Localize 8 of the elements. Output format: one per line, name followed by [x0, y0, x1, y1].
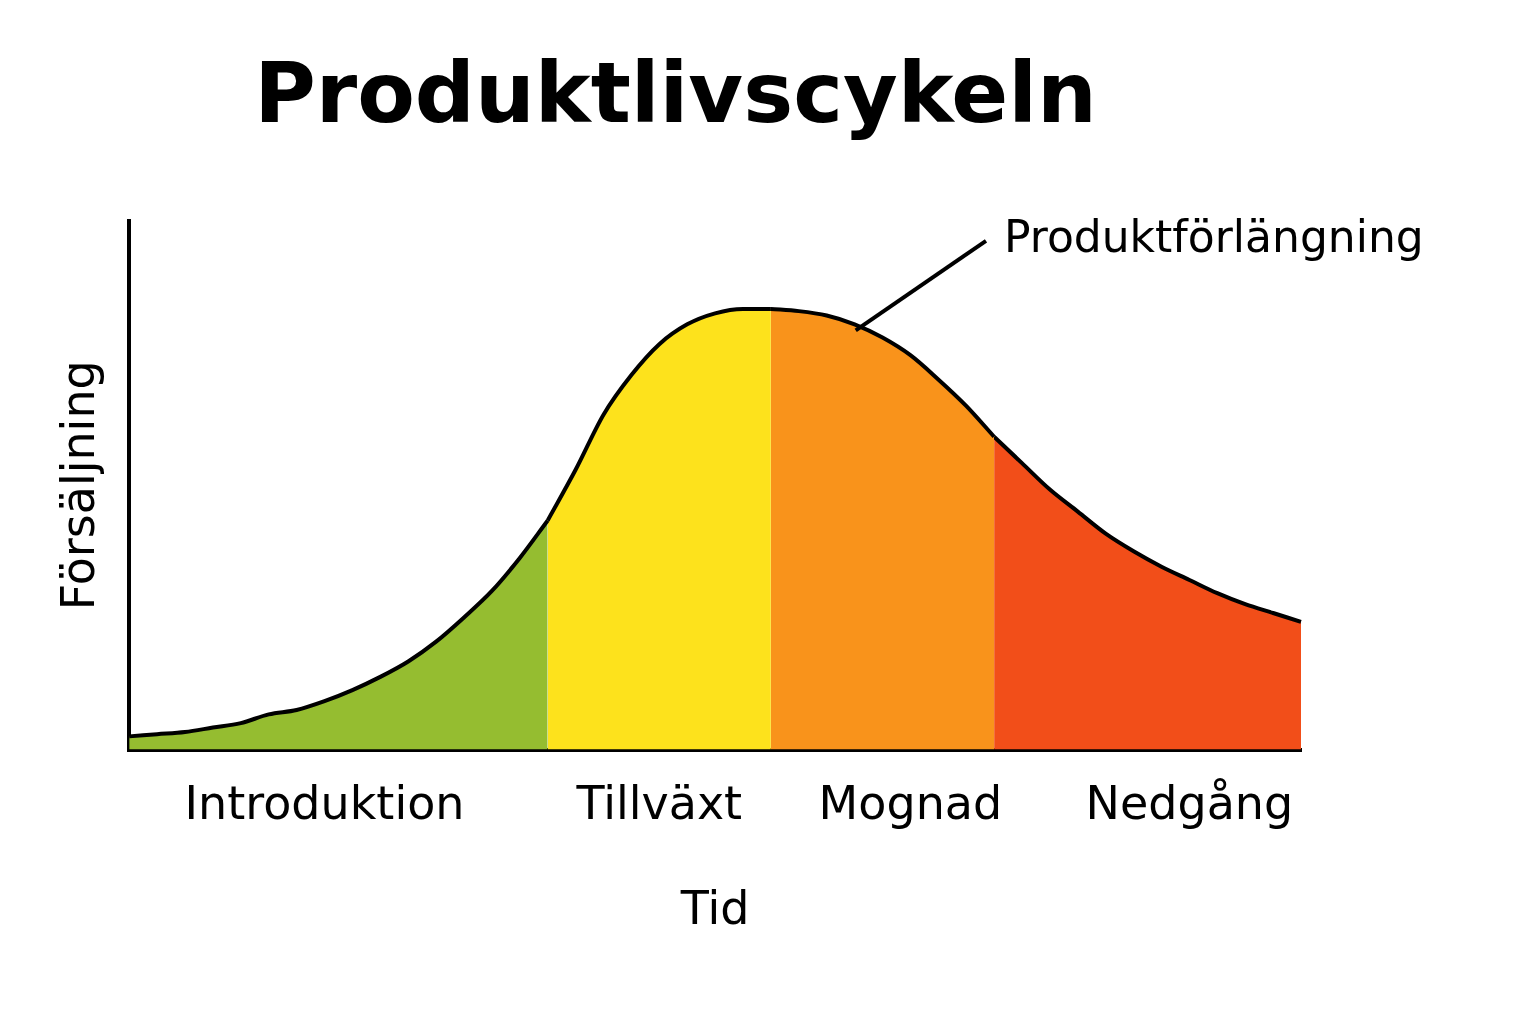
x-tick-label: Nedgång — [1085, 776, 1294, 831]
y-axis-title: Försäljning — [50, 360, 105, 611]
x-tick-label: Introduktion — [184, 776, 465, 831]
x-axis-title: Tid — [679, 881, 750, 936]
x-tick-label: Tillväxt — [575, 776, 743, 831]
chart-title: Produktlivscykeln — [254, 44, 1097, 143]
text: Produktförlängning — [1004, 211, 1424, 263]
x-tick-label: Mognad — [818, 776, 1003, 831]
